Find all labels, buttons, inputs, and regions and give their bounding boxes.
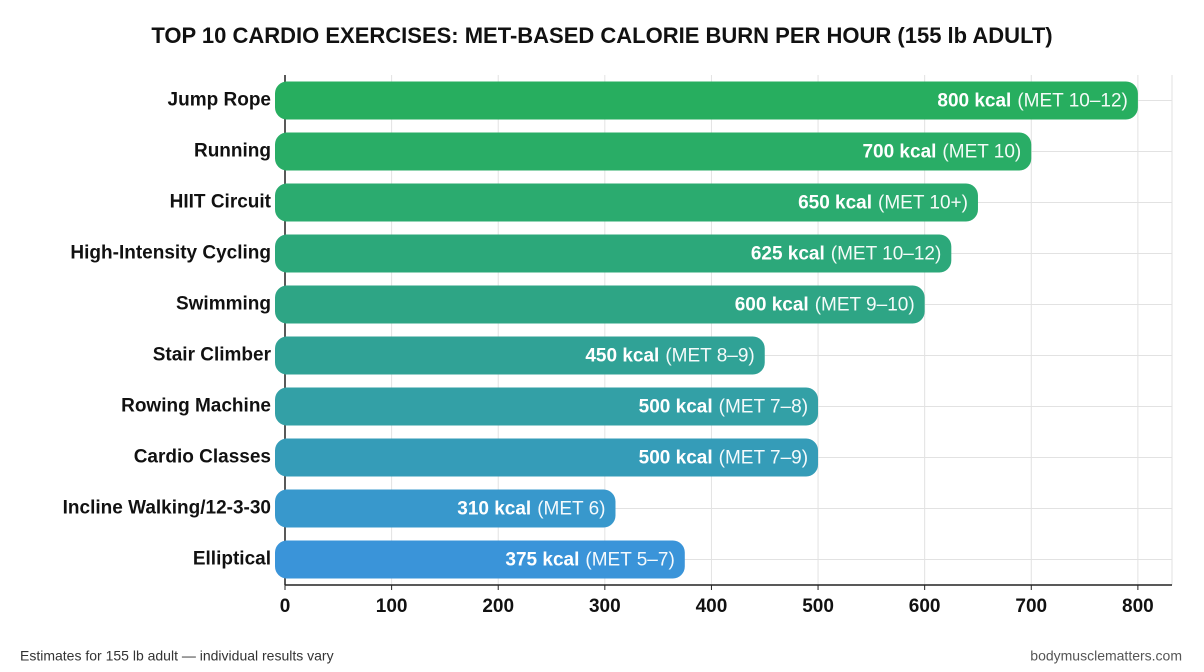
y-tick-label: Jump Rope bbox=[168, 90, 271, 111]
x-tick-label: 200 bbox=[482, 596, 514, 617]
bar-cover bbox=[285, 336, 299, 375]
value-label-met: (MET 10+) bbox=[878, 193, 968, 214]
bar-cover bbox=[285, 540, 299, 579]
bar bbox=[275, 285, 925, 324]
x-tick-label: 500 bbox=[802, 596, 834, 617]
value-label: 375 kcal (MET 5–7) bbox=[505, 550, 674, 571]
bar-cover bbox=[285, 81, 299, 120]
value-label: 500 kcal (MET 7–8) bbox=[639, 397, 808, 418]
bar bbox=[275, 489, 616, 528]
value-label: 450 kcal (MET 8–9) bbox=[585, 346, 754, 367]
value-label-met: (MET 9–10) bbox=[815, 295, 915, 316]
value-label-kcal: 600 kcal bbox=[735, 295, 809, 316]
value-label-kcal: 500 kcal bbox=[639, 397, 713, 418]
y-tick-label: Running bbox=[194, 141, 271, 162]
y-tick-label: High-Intensity Cycling bbox=[70, 243, 271, 264]
value-label: 650 kcal (MET 10+) bbox=[798, 193, 968, 214]
bar bbox=[275, 387, 819, 426]
y-tick-label: HIIT Circuit bbox=[170, 192, 272, 213]
value-label: 700 kcal (MET 10) bbox=[862, 142, 1021, 163]
value-label-kcal: 375 kcal bbox=[505, 550, 579, 571]
value-label-met: (MET 5–7) bbox=[585, 550, 674, 571]
x-tick-label: 600 bbox=[909, 596, 941, 617]
bar bbox=[275, 183, 978, 222]
x-tick-label: 300 bbox=[589, 596, 621, 617]
value-label-met: (MET 10–12) bbox=[1017, 91, 1128, 112]
bar-cover bbox=[285, 489, 299, 528]
value-label: 600 kcal (MET 9–10) bbox=[735, 295, 915, 316]
bar bbox=[275, 132, 1032, 171]
source: bodymusclematters.com bbox=[1030, 648, 1182, 664]
bar-cover bbox=[285, 285, 299, 324]
value-label: 310 kcal (MET 6) bbox=[457, 499, 605, 520]
bar bbox=[275, 438, 819, 477]
value-label-met: (MET 6) bbox=[537, 499, 605, 520]
x-tick-label: 0 bbox=[280, 596, 291, 617]
x-tick-label: 700 bbox=[1015, 596, 1047, 617]
value-label-met: (MET 7–9) bbox=[719, 448, 808, 469]
y-tick-label: Rowing Machine bbox=[121, 396, 271, 417]
y-tick-label: Cardio Classes bbox=[134, 447, 271, 468]
bar-cover bbox=[285, 387, 299, 426]
bar bbox=[275, 81, 1138, 120]
bar-cover bbox=[285, 132, 299, 171]
y-tick-label: Swimming bbox=[176, 294, 271, 315]
bar-cover bbox=[285, 438, 299, 477]
bar bbox=[275, 540, 685, 579]
value-label-kcal: 310 kcal bbox=[457, 499, 531, 520]
x-tick-label: 800 bbox=[1122, 596, 1154, 617]
bar-cover bbox=[285, 234, 299, 273]
footnote: Estimates for 155 lb adult — individual … bbox=[20, 648, 334, 664]
bar bbox=[275, 336, 765, 375]
value-label: 800 kcal (MET 10–12) bbox=[937, 91, 1128, 112]
value-label-met: (MET 8–9) bbox=[665, 346, 754, 367]
value-label: 500 kcal (MET 7–9) bbox=[639, 448, 808, 469]
value-label: 625 kcal (MET 10–12) bbox=[751, 244, 942, 265]
value-label-met: (MET 10) bbox=[942, 142, 1021, 163]
x-tick-label: 400 bbox=[696, 596, 728, 617]
bar-cover bbox=[285, 183, 299, 222]
y-tick-label: Elliptical bbox=[193, 549, 271, 570]
value-label-kcal: 450 kcal bbox=[585, 346, 659, 367]
value-label-kcal: 650 kcal bbox=[798, 193, 872, 214]
x-tick-label: 100 bbox=[376, 596, 408, 617]
value-label-met: (MET 10–12) bbox=[831, 244, 942, 265]
bar bbox=[275, 234, 952, 273]
value-label-kcal: 500 kcal bbox=[639, 448, 713, 469]
y-tick-label: Incline Walking/12-3-30 bbox=[63, 498, 271, 519]
value-label-met: (MET 7–8) bbox=[719, 397, 808, 418]
value-label-kcal: 700 kcal bbox=[862, 142, 936, 163]
y-tick-label: Stair Climber bbox=[153, 345, 272, 366]
chart-title: TOP 10 CARDIO EXERCISES: MET-BASED CALOR… bbox=[151, 23, 1052, 48]
value-label-kcal: 625 kcal bbox=[751, 244, 825, 265]
value-label-kcal: 800 kcal bbox=[937, 91, 1011, 112]
